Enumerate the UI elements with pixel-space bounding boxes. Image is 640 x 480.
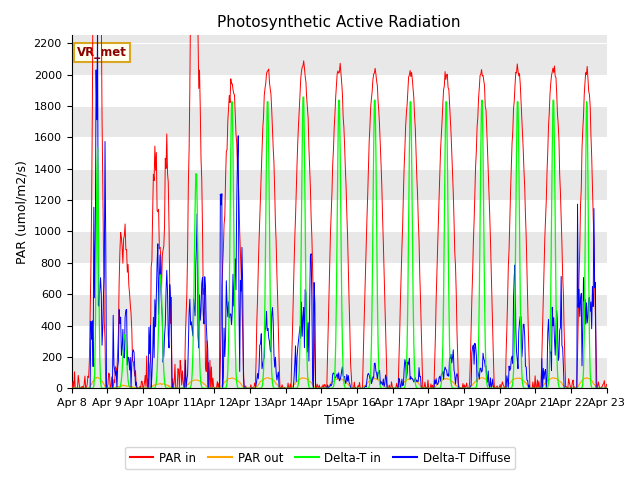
Delta-T Diffuse [133, 385, 141, 391]
Bar [72, 231, 607, 263]
PAR out [404, 377, 412, 383]
PAR in [77, 384, 85, 390]
Bar [72, 357, 607, 388]
Bar [72, 106, 607, 137]
PAR in [420, 384, 428, 390]
Line: PAR out: PAR out [72, 377, 607, 388]
PAR in [216, 385, 223, 391]
PAR out [216, 385, 223, 391]
Bar [72, 74, 607, 106]
Legend: PAR in, PAR out, Delta-T in, Delta-T Diffuse: PAR in, PAR out, Delta-T in, Delta-T Dif… [125, 447, 515, 469]
PAR out [603, 385, 611, 391]
Delta-T Diffuse [404, 361, 412, 367]
PAR out [68, 385, 76, 391]
Delta-T in [420, 385, 428, 391]
Delta-T in [215, 385, 223, 391]
Line: Delta-T Diffuse: Delta-T Diffuse [72, 20, 607, 388]
PAR in [603, 382, 611, 387]
Delta-T Diffuse [68, 385, 76, 391]
X-axis label: Time: Time [324, 414, 355, 427]
Delta-T Diffuse [420, 385, 428, 391]
Delta-T Diffuse [603, 385, 611, 391]
Text: VR_met: VR_met [77, 46, 127, 59]
Delta-T Diffuse [93, 17, 101, 23]
PAR out [133, 385, 141, 391]
Delta-T in [187, 384, 195, 390]
Line: PAR in: PAR in [72, 0, 607, 388]
PAR out [188, 379, 195, 384]
Delta-T Diffuse [77, 385, 85, 391]
PAR in [133, 384, 141, 390]
Bar [72, 137, 607, 168]
Delta-T in [404, 223, 412, 228]
Title: Photosynthetic Active Radiation: Photosynthetic Active Radiation [218, 15, 461, 30]
Delta-T Diffuse [188, 319, 195, 324]
Bar [72, 294, 607, 325]
PAR out [77, 385, 85, 391]
Bar [72, 200, 607, 231]
Bar [72, 168, 607, 200]
PAR out [420, 385, 428, 391]
Delta-T in [603, 385, 611, 391]
Delta-T in [300, 94, 308, 100]
PAR in [404, 74, 412, 80]
PAR in [68, 385, 76, 391]
Line: Delta-T in: Delta-T in [72, 97, 607, 388]
Bar [72, 263, 607, 294]
Delta-T Diffuse [216, 385, 223, 391]
Y-axis label: PAR (umol/m2/s): PAR (umol/m2/s) [15, 160, 28, 264]
PAR out [93, 374, 101, 380]
Delta-T in [68, 385, 76, 391]
Bar [72, 43, 607, 74]
Bar [72, 325, 607, 357]
Delta-T in [77, 385, 85, 391]
Delta-T in [132, 385, 140, 391]
